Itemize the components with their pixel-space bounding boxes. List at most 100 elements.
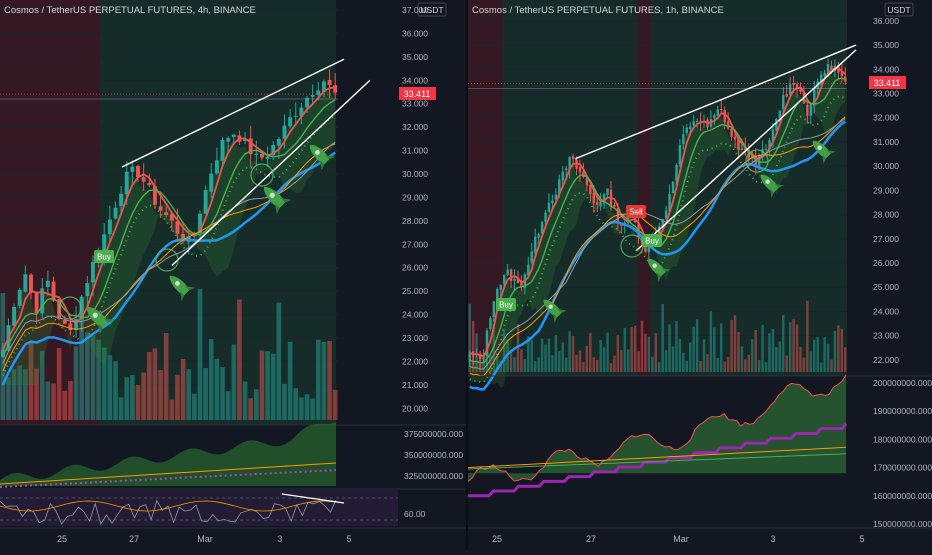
candle-body: [113, 207, 118, 219]
volume-bar: [482, 359, 485, 372]
price-tick: 33.000: [873, 88, 899, 98]
candle-body: [788, 84, 792, 95]
volume-bar: [730, 319, 733, 372]
volume-bar: [485, 362, 489, 372]
volume-bar: [823, 337, 826, 372]
rocket-fin: [320, 155, 336, 171]
time-axis-1h: 25 27 Mar 3 5: [468, 527, 932, 544]
volume-bar: [613, 355, 616, 372]
rsi-pane-4h[interactable]: 60.00: [0, 488, 466, 526]
volume-bar: [327, 340, 332, 420]
currency-label: USDT: [887, 5, 910, 15]
volume-bar: [34, 368, 39, 420]
candle-body: [768, 140, 771, 150]
time-label: 5: [346, 534, 351, 544]
candle-body: [489, 318, 492, 329]
last-price-label: 33.411: [404, 89, 431, 99]
ma-gray-line: [2, 141, 336, 365]
volume-bar: [523, 359, 527, 372]
price-tick: 22.000: [873, 355, 899, 365]
candle-body: [147, 182, 152, 186]
candle-body: [764, 148, 768, 150]
volume-bar: [254, 389, 259, 420]
wedge-lower-line: [171, 79, 371, 266]
candle-body: [661, 219, 664, 228]
candle-body: [164, 212, 169, 215]
price-tick: 29.000: [873, 185, 899, 195]
candle-body: [668, 193, 671, 212]
volume-bar: [51, 383, 56, 420]
ema-blue-line: [1, 151, 336, 386]
price-tick: 25.000: [402, 286, 428, 296]
rocket-icon: [309, 144, 336, 171]
volume-bar: [265, 351, 270, 420]
volume-bar: [315, 339, 321, 420]
candle-body: [68, 323, 73, 331]
candle-body: [209, 173, 214, 192]
candle-body: [644, 242, 647, 252]
ema-blue-line: [469, 120, 846, 391]
price-tick: 30.000: [873, 161, 899, 171]
volume-bar: [785, 355, 788, 372]
price-tick: 31.000: [873, 137, 899, 147]
chart-1h[interactable]: Cosmos / TetherUS PERPETUAL FUTURES, 1h,…: [468, 0, 932, 391]
buy-signal-text: Buy: [645, 237, 659, 246]
volume-bar: [551, 355, 554, 372]
candle-body: [499, 284, 502, 290]
indicator-lines: [0, 86, 338, 386]
volume-bar: [489, 355, 492, 372]
candle-body: [592, 193, 595, 204]
candle-body: [830, 65, 833, 71]
volume-bar: [692, 326, 695, 372]
volume-bar: [626, 349, 630, 372]
price-tick: 33.000: [402, 99, 428, 109]
volume-bar: [45, 381, 51, 420]
candle-body: [265, 156, 270, 159]
candle-body: [34, 292, 39, 314]
candle-body: [551, 200, 554, 204]
candle-body: [513, 278, 516, 281]
price-tick: 20.000: [402, 403, 428, 413]
candle-body: [299, 107, 304, 117]
fast-ma-line: [1, 86, 336, 351]
candle-body: [733, 136, 737, 140]
candle-body: [45, 280, 50, 287]
volume-bar: [675, 321, 678, 372]
volume-bar: [192, 393, 197, 420]
volume-bar: [606, 332, 609, 372]
volume-bar: [39, 350, 45, 420]
candle-body: [761, 149, 764, 157]
green-line: [467, 453, 847, 470]
candle-body: [747, 149, 751, 160]
osc-tick-1: 375000000.000: [404, 429, 463, 439]
rocket-body: [309, 144, 330, 165]
step-line: [468, 422, 848, 498]
candle-body: [819, 74, 823, 82]
volume-bar: [640, 320, 644, 372]
volume-bar: [764, 362, 768, 372]
volume-bar: [90, 335, 96, 420]
volume-bar: [840, 328, 844, 372]
candle-body: [568, 156, 571, 170]
red-zone: [637, 0, 651, 376]
sell-signal: Sell: [626, 205, 646, 218]
signal-circle: [620, 234, 644, 258]
rocket-window: [315, 150, 320, 155]
rocket-window: [92, 312, 98, 318]
oscillator-pane-4h[interactable]: 375000000.000 350000000.000 325000000.00…: [0, 422, 466, 488]
candle-body: [496, 289, 499, 302]
volume-bar: [830, 359, 833, 372]
volume-bar: [602, 347, 606, 372]
volume-bar: [737, 332, 740, 372]
volume-bar: [720, 323, 723, 372]
volume-bar: [819, 362, 823, 372]
chart-4h[interactable]: Cosmos / TetherUS PERPETUAL FUTURES, 4h,…: [0, 0, 466, 425]
rocket-window: [765, 179, 770, 184]
volume-bar: [287, 341, 293, 420]
indicator-line: [467, 374, 847, 482]
price-tick: 37.000: [402, 5, 428, 15]
volume-bar: [558, 351, 561, 372]
rocket-window: [175, 281, 180, 286]
price-tick: 23.000: [402, 333, 428, 343]
indicator-pane-1h[interactable]: 200000000.000 190000000.000 180000000.000 1…: [467, 374, 932, 529]
